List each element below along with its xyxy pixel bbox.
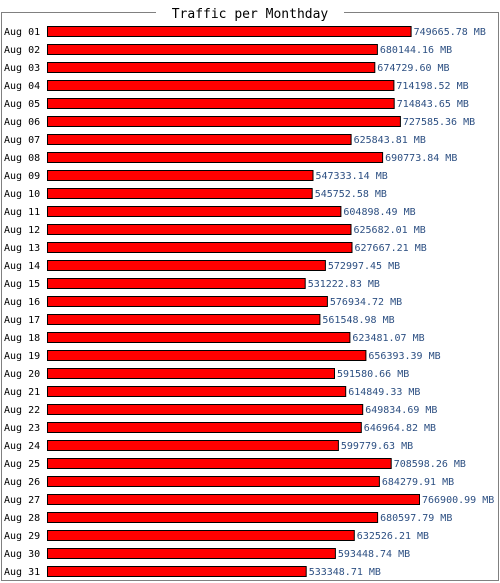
bar: [47, 404, 364, 415]
bar: [47, 170, 314, 181]
value-label: 625682.01 MB: [354, 225, 426, 236]
bar-rows: Aug 01 749665.78 MB Aug 02 680144.16 MB Aug …: [4, 26, 494, 578]
bar: [47, 548, 336, 559]
value-label: 727585.36 MB: [403, 117, 475, 128]
bar: [47, 530, 355, 541]
bar: [47, 188, 313, 199]
value-label: 545752.58 MB: [315, 189, 387, 200]
bar: [47, 206, 342, 217]
value-label: 646964.82 MB: [364, 423, 436, 434]
value-label: 766900.99 MB: [422, 495, 494, 506]
value-label: 680144.16 MB: [380, 45, 452, 56]
category-label: Aug 24: [4, 441, 40, 452]
value-label: 649834.69 MB: [365, 405, 437, 416]
category-label: Aug 30: [4, 549, 40, 560]
value-label: 680597.79 MB: [380, 513, 452, 524]
bar: [47, 62, 376, 73]
value-label: 533348.71 MB: [309, 567, 381, 578]
value-label: 576934.72 MB: [330, 297, 402, 308]
bar: [47, 566, 307, 577]
chart-title: Traffic per Monthday: [172, 7, 329, 22]
category-label: Aug 16: [4, 297, 40, 308]
category-label: Aug 23: [4, 423, 40, 434]
bar: [47, 224, 352, 235]
value-label: 591580.66 MB: [337, 369, 409, 380]
bar: [47, 242, 353, 253]
category-label: Aug 02: [4, 45, 40, 56]
value-label: 604898.49 MB: [343, 207, 415, 218]
category-label: Aug 11: [4, 207, 40, 218]
bar: [47, 440, 339, 451]
title-background: [156, 5, 344, 21]
value-label: 593448.74 MB: [338, 549, 410, 560]
bar: [47, 494, 420, 505]
category-label: Aug 18: [4, 333, 40, 344]
bar: [47, 386, 347, 397]
value-label: 684279.91 MB: [382, 477, 454, 488]
category-label: Aug 22: [4, 405, 40, 416]
bar: [47, 296, 328, 307]
bar: [47, 512, 379, 523]
category-label: Aug 03: [4, 63, 40, 74]
value-label: 708598.26 MB: [394, 459, 466, 470]
category-label: Aug 14: [4, 261, 40, 272]
category-label: Aug 15: [4, 279, 40, 290]
category-label: Aug 27: [4, 495, 40, 506]
bar: [47, 458, 392, 469]
category-label: Aug 13: [4, 243, 40, 254]
value-label: 614849.33 MB: [348, 387, 420, 398]
category-label: Aug 31: [4, 567, 40, 578]
category-label: Aug 28: [4, 513, 40, 524]
value-label: 625843.81 MB: [354, 135, 426, 146]
value-label: 623481.07 MB: [352, 333, 424, 344]
value-label: 561548.98 MB: [322, 315, 394, 326]
bar: [47, 98, 395, 109]
bar: [47, 476, 380, 487]
bar: [47, 368, 335, 379]
value-label: 632526.21 MB: [357, 531, 429, 542]
value-label: 656393.39 MB: [368, 351, 440, 362]
bar: [47, 152, 384, 163]
category-label: Aug 10: [4, 189, 40, 200]
category-label: Aug 29: [4, 531, 40, 542]
bar: [47, 80, 395, 91]
bar: [47, 422, 362, 433]
bar: [47, 332, 351, 343]
value-label: 674729.60 MB: [377, 63, 449, 74]
bar: [47, 314, 321, 325]
bar: [47, 134, 352, 145]
value-label: 599779.63 MB: [341, 441, 413, 452]
value-label: 690773.84 MB: [385, 153, 457, 164]
category-label: Aug 05: [4, 99, 40, 110]
value-label: 714843.65 MB: [397, 99, 469, 110]
category-label: Aug 06: [4, 117, 40, 128]
category-label: Aug 08: [4, 153, 40, 164]
category-label: Aug 04: [4, 81, 40, 92]
bar: [47, 278, 306, 289]
bar: [47, 350, 367, 361]
value-label: 749665.78 MB: [414, 27, 486, 38]
bar: [47, 116, 401, 127]
category-label: Aug 01: [4, 27, 40, 38]
bar: [47, 44, 378, 55]
bar: [47, 260, 326, 271]
category-label: Aug 25: [4, 459, 40, 470]
category-label: Aug 19: [4, 351, 40, 362]
category-label: Aug 21: [4, 387, 40, 398]
value-label: 547333.14 MB: [316, 171, 388, 182]
category-label: Aug 20: [4, 369, 40, 380]
category-label: Aug 17: [4, 315, 40, 326]
value-label: 531222.83 MB: [308, 279, 380, 290]
category-label: Aug 12: [4, 225, 40, 236]
category-label: Aug 26: [4, 477, 40, 488]
category-label: Aug 09: [4, 171, 40, 182]
value-label: 572997.45 MB: [328, 261, 400, 272]
value-label: 714198.52 MB: [396, 81, 468, 92]
value-label: 627667.21 MB: [355, 243, 427, 254]
bar: [47, 26, 412, 37]
category-label: Aug 07: [4, 135, 40, 146]
